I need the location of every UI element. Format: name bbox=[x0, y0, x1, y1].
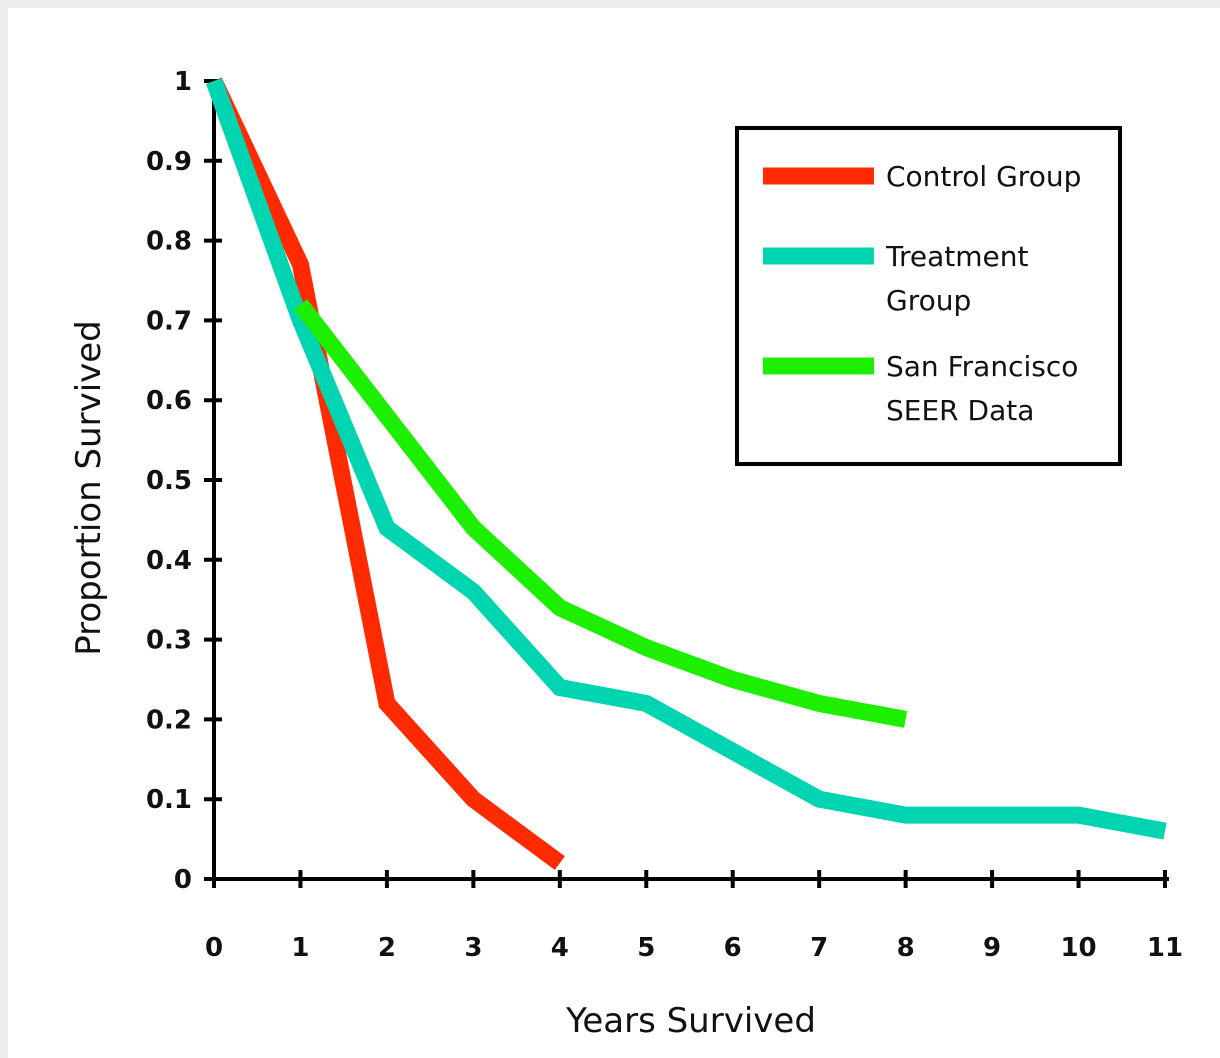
x-tick-label: 2 bbox=[378, 933, 396, 963]
series-lines bbox=[206, 77, 1167, 870]
y-tick-label: 0.9 bbox=[146, 147, 192, 177]
y-axis-title: Proportion Survived bbox=[69, 320, 109, 656]
y-tick-label: 0.7 bbox=[146, 306, 192, 336]
y-tick-label: 0.1 bbox=[146, 785, 192, 815]
y-tick-label: 0.4 bbox=[146, 546, 192, 576]
y-tick-label: 1 bbox=[174, 67, 192, 97]
legend: Control Group Treatment Group San Francisco… bbox=[735, 126, 1122, 466]
legend-label: Control Group bbox=[886, 160, 1081, 193]
chart-frame: 0 1 2 3 4 5 6 7 8 9 10 11 0 0.1 0.2 0.3 0.4 0.5 0.6 0.7 0.8… bbox=[8, 8, 1220, 1058]
series-line bbox=[293, 299, 908, 728]
x-tick-label: 7 bbox=[810, 933, 828, 963]
survival-line-chart: 0 1 2 3 4 5 6 7 8 9 10 11 0 0.1 0.2 0.3 0.4 0.5 0.6 0.7 0.8… bbox=[69, 67, 1183, 1041]
x-tick-label: 1 bbox=[291, 933, 309, 963]
legend-label: SEER Data bbox=[886, 394, 1034, 427]
y-tick-label: 0.6 bbox=[146, 386, 192, 416]
x-tick-label: 11 bbox=[1147, 933, 1183, 963]
y-tick-label: 0.3 bbox=[146, 626, 192, 656]
legend-label: Treatment bbox=[885, 240, 1028, 273]
x-tick-label: 8 bbox=[897, 933, 915, 963]
x-tick-label: 5 bbox=[637, 933, 655, 963]
y-tick-label: 0.5 bbox=[146, 466, 192, 496]
series-line bbox=[206, 77, 565, 870]
y-tick-label: 0 bbox=[174, 865, 192, 895]
x-tick-label: 9 bbox=[983, 933, 1001, 963]
legend-label: Group bbox=[886, 284, 971, 317]
series-line bbox=[206, 78, 1167, 840]
x-tick-label: 0 bbox=[205, 933, 223, 963]
y-tick-label: 0.8 bbox=[146, 227, 192, 257]
x-tick-label: 4 bbox=[551, 933, 569, 963]
x-tick-label: 3 bbox=[464, 933, 482, 963]
legend-label: San Francisco bbox=[886, 350, 1078, 383]
y-tick-label: 0.2 bbox=[146, 705, 192, 735]
x-tick-label: 10 bbox=[1060, 933, 1096, 963]
x-axis-title: Years Survived bbox=[565, 1001, 816, 1041]
x-axis-ticks: 0 1 2 3 4 5 6 7 8 9 10 11 bbox=[205, 870, 1183, 963]
y-axis-ticks: 0 0.1 0.2 0.3 0.4 0.5 0.6 0.7 0.8 0.9 1 bbox=[146, 67, 222, 895]
x-tick-label: 6 bbox=[724, 933, 742, 963]
